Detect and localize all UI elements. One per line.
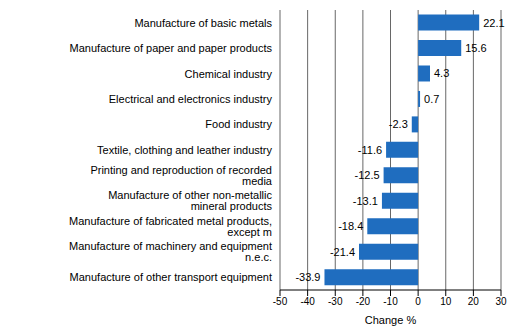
svg-text:Change %: Change % (365, 314, 417, 326)
svg-text:20: 20 (468, 296, 480, 307)
svg-text:Manufacture of fabricated meta: Manufacture of fabricated metal products… (69, 215, 272, 238)
svg-text:-21.4: -21.4 (330, 246, 355, 258)
svg-text:Electrical and electronics ind: Electrical and electronics industry (109, 93, 273, 105)
svg-text:-20: -20 (356, 296, 371, 307)
svg-text:-12.5: -12.5 (355, 169, 380, 181)
svg-text:Printing and reproduction of r: Printing and reproduction of recordedmed… (90, 164, 272, 187)
svg-text:Manufacture of other transport: Manufacture of other transport equipment (70, 271, 272, 283)
svg-text:30: 30 (495, 296, 507, 307)
svg-text:Chemical industry: Chemical industry (185, 68, 273, 80)
svg-text:-13.1: -13.1 (353, 195, 378, 207)
svg-text:0.7: 0.7 (424, 93, 439, 105)
svg-text:-2.3: -2.3 (389, 118, 408, 130)
svg-text:-33.9: -33.9 (295, 271, 320, 283)
svg-text:-30: -30 (328, 296, 343, 307)
svg-text:10: 10 (440, 296, 452, 307)
svg-text:Textile, clothing and leather: Textile, clothing and leather industry (97, 144, 272, 156)
svg-text:0: 0 (415, 296, 421, 307)
svg-text:Manufacture of machinery and e: Manufacture of machinery and equipmentn.… (69, 240, 272, 263)
svg-text:15.6: 15.6 (465, 42, 486, 54)
svg-text:22.1: 22.1 (483, 17, 504, 29)
svg-text:-50: -50 (273, 296, 288, 307)
svg-text:Food industry: Food industry (205, 118, 272, 130)
svg-text:Manufacture of basic metals: Manufacture of basic metals (134, 17, 272, 29)
svg-text:-18.4: -18.4 (338, 220, 363, 232)
svg-text:Manufacture of other non-metal: Manufacture of other non-metallicmineral… (108, 189, 272, 212)
svg-text:-10: -10 (383, 296, 398, 307)
svg-text:4.3: 4.3 (434, 67, 449, 79)
svg-text:-11.6: -11.6 (358, 144, 382, 156)
svg-text:Manufacture of paper and paper: Manufacture of paper and paper products (70, 42, 273, 54)
svg-text:-40: -40 (300, 296, 315, 307)
